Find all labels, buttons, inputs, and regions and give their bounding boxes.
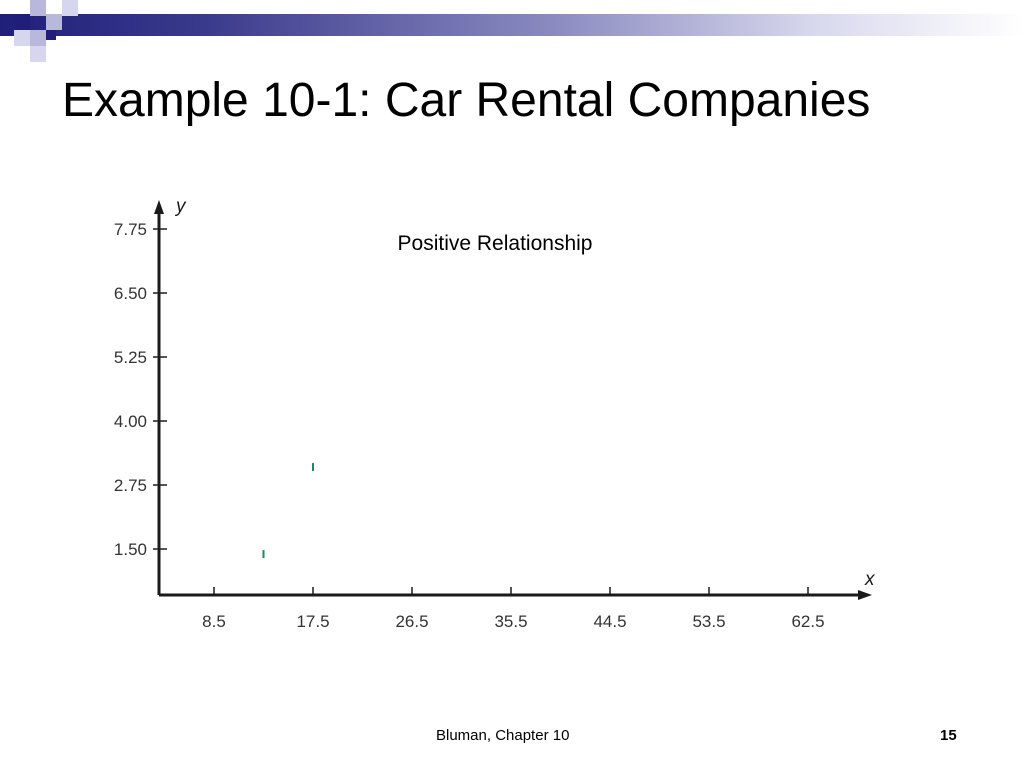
x-tick-label: 8.5 [202, 612, 226, 631]
y-tick-label: 2.75 [114, 476, 147, 495]
x-tick-label: 35.5 [494, 612, 527, 631]
data-points [262, 463, 314, 559]
x-tick-label: 53.5 [692, 612, 725, 631]
y-tick-label: 1.50 [114, 540, 147, 559]
header-decoration-bar [0, 14, 1024, 36]
x-tick-label: 44.5 [593, 612, 626, 631]
data-point [312, 463, 314, 472]
page-number: 15 [940, 727, 957, 744]
x-tick-label: 17.5 [296, 612, 329, 631]
x-tick-label: 26.5 [395, 612, 428, 631]
chart-title: Positive Relationship [398, 232, 593, 255]
y-tick-label: 4.00 [114, 412, 147, 431]
x-axis-arrow [858, 590, 872, 600]
x-axis-label: x [864, 569, 876, 590]
x-axis-ticks: 8.5 17.5 26.5 35.5 44.5 53.5 62.5 [202, 587, 825, 631]
checker-logo-decoration [0, 0, 80, 64]
y-tick-label: 5.25 [114, 348, 147, 367]
x-tick-label: 62.5 [791, 612, 824, 631]
y-tick-label: 7.75 [114, 220, 147, 239]
slide-title: Example 10-1: Car Rental Companies [62, 74, 871, 127]
y-axis-ticks: 1.50 2.75 4.00 5.25 6.50 7.75 [114, 220, 167, 559]
footer-text: Bluman, Chapter 10 [436, 727, 570, 744]
chart-axes [154, 200, 872, 600]
data-point [262, 550, 265, 559]
y-tick-label: 6.50 [114, 284, 147, 303]
y-axis-label: y [174, 196, 187, 217]
y-axis-arrow [154, 200, 164, 214]
